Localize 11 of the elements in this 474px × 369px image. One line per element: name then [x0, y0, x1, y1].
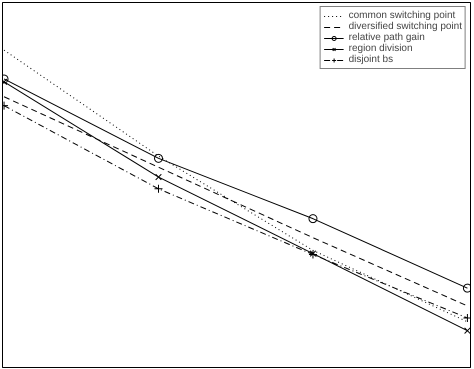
legend-label: region division [348, 43, 413, 54]
point [308, 214, 318, 224]
point [154, 154, 163, 163]
legend-label: common switching point [348, 10, 456, 21]
legend-label: disjoint bs [348, 54, 394, 65]
point [155, 174, 162, 180]
point [464, 327, 470, 334]
legend-label: diversified switching point [348, 21, 462, 32]
point [310, 250, 316, 257]
point [462, 284, 470, 293]
legend-label: relative path gain [348, 32, 425, 43]
